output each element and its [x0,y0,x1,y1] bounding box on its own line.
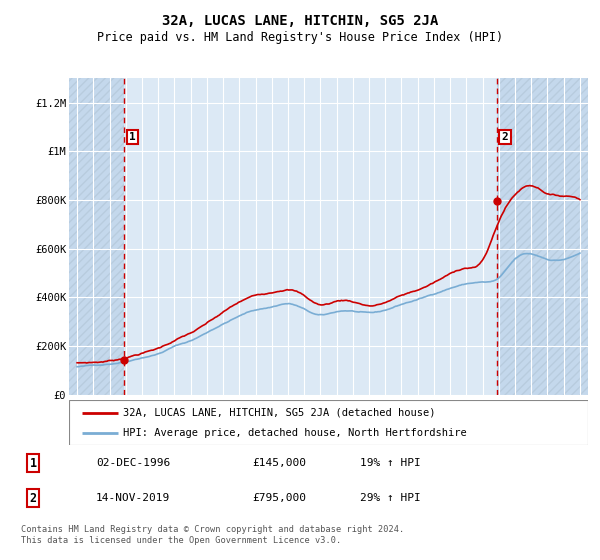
Text: 1: 1 [29,457,37,470]
Text: 32A, LUCAS LANE, HITCHIN, SG5 2JA (detached house): 32A, LUCAS LANE, HITCHIN, SG5 2JA (detac… [124,408,436,418]
Text: 29% ↑ HPI: 29% ↑ HPI [360,493,421,503]
Text: HPI: Average price, detached house, North Hertfordshire: HPI: Average price, detached house, Nort… [124,428,467,438]
Text: 02-DEC-1996: 02-DEC-1996 [96,459,170,468]
Text: Price paid vs. HM Land Registry's House Price Index (HPI): Price paid vs. HM Land Registry's House … [97,31,503,44]
Text: £145,000: £145,000 [252,459,306,468]
Text: 14-NOV-2019: 14-NOV-2019 [96,493,170,503]
Text: 2: 2 [502,132,508,142]
FancyBboxPatch shape [69,400,588,445]
Text: £795,000: £795,000 [252,493,306,503]
Text: 1: 1 [130,132,136,142]
Text: 2: 2 [29,492,37,505]
Bar [69,78,124,395]
Text: Contains HM Land Registry data © Crown copyright and database right 2024.
This d: Contains HM Land Registry data © Crown c… [21,525,404,545]
Text: 32A, LUCAS LANE, HITCHIN, SG5 2JA: 32A, LUCAS LANE, HITCHIN, SG5 2JA [162,14,438,28]
Text: 19% ↑ HPI: 19% ↑ HPI [360,459,421,468]
Bar [497,78,588,395]
